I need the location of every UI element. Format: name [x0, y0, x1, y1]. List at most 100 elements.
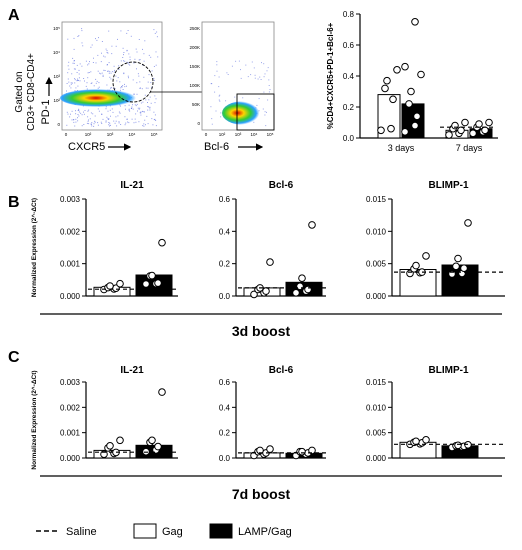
flow-event	[218, 76, 220, 78]
flow-event	[110, 87, 111, 89]
chart-title: IL-21	[120, 180, 144, 191]
flow-event	[102, 74, 104, 76]
pd1-axis-label: PD-1	[40, 99, 52, 124]
flow-event	[97, 54, 99, 56]
y-tick-label: 0.8	[343, 10, 355, 19]
flow-event	[134, 58, 136, 60]
flow-event	[147, 102, 148, 103]
chart-b-blimp1: 0.000 0.005 0.010 0.015 BLIMP-1	[366, 180, 505, 301]
flow-event	[77, 110, 79, 111]
chart-title: IL-21	[120, 365, 144, 376]
flow-event	[143, 53, 145, 55]
flow-event	[69, 85, 71, 87]
flow-event	[115, 116, 117, 118]
flow-event	[77, 36, 79, 37]
flow-event	[124, 83, 125, 85]
flow-plot2-y-tick: 0	[197, 121, 200, 126]
flow-event	[123, 54, 124, 56]
chart-c-blimp1: 0.000 0.005 0.010 0.015 BLIMP-1	[366, 365, 505, 463]
flow-plot2-x-tick: 0	[205, 132, 208, 137]
flow-event	[124, 124, 126, 126]
flow-event	[112, 87, 114, 89]
flow-event	[116, 80, 118, 82]
flow-event	[66, 90, 67, 92]
flow-event	[116, 125, 118, 127]
flow-event	[110, 115, 111, 117]
flow-event	[111, 71, 113, 73]
flow-event	[123, 73, 125, 75]
flow-event	[109, 122, 111, 124]
flow-event	[145, 87, 147, 89]
flow-event	[87, 116, 89, 118]
data-point	[250, 290, 258, 299]
flow-event	[108, 118, 110, 120]
data-point	[401, 62, 409, 71]
flow-event	[107, 52, 109, 54]
flow-event	[118, 65, 120, 67]
flow-event	[110, 124, 111, 126]
flow-event	[100, 121, 102, 123]
flow-plot-bcl6: 250K 200K 150K 100K 50K 0 0 10² 10³ 10⁴ 10⁵ Bcl-6	[189, 21, 275, 153]
flow-event	[87, 64, 89, 66]
flow-event	[156, 36, 158, 38]
flow-plot2-x-tick: 10⁴	[251, 132, 258, 137]
flow-event	[139, 87, 141, 89]
bcl6-axis-label: Bcl-6	[204, 141, 229, 153]
flow-event	[138, 121, 140, 123]
flow-event	[152, 124, 154, 126]
flow-event	[87, 72, 89, 74]
flow-event	[105, 108, 107, 110]
data-point	[158, 388, 166, 396]
flow-event	[94, 115, 96, 117]
flow-event	[95, 82, 97, 84]
flow-event	[70, 113, 71, 115]
data-point	[401, 128, 409, 136]
data-point	[412, 437, 420, 446]
flow-event	[78, 109, 80, 111]
flow-event	[144, 119, 146, 121]
flow-plot1-frame	[61, 21, 163, 131]
data-point	[412, 261, 420, 270]
flow-event	[154, 95, 156, 97]
flow-event	[90, 46, 92, 48]
flow-event	[95, 78, 97, 80]
flow-plot1-y-tick: 10³	[53, 74, 60, 79]
flow-event	[74, 125, 76, 127]
flow-event	[137, 73, 139, 75]
flow-event	[109, 125, 110, 127]
flow-event	[216, 64, 218, 66]
flow-event	[240, 77, 242, 79]
flow-event	[75, 87, 77, 89]
flow-event	[88, 123, 90, 125]
flow-event	[77, 114, 79, 115]
flow-event	[75, 113, 77, 115]
flow-event	[123, 72, 125, 74]
flow-event	[139, 81, 141, 83]
flow-event	[124, 86, 126, 88]
flow-event	[91, 125, 93, 127]
flow-event	[83, 111, 84, 113]
flow-plot1-x-tick: 10⁴	[129, 132, 136, 137]
data-point	[485, 118, 493, 127]
flow-event	[102, 118, 104, 120]
flow-event	[84, 80, 85, 82]
flow-event	[75, 121, 77, 123]
flow-event	[103, 55, 105, 57]
chart-title: BLIMP-1	[429, 365, 469, 376]
flow-event	[117, 38, 118, 40]
flow-event	[66, 124, 68, 126]
flow-event	[149, 96, 151, 98]
flow-event	[147, 109, 149, 111]
flow-event	[128, 108, 130, 110]
flow-event	[67, 78, 69, 80]
flow-event	[93, 125, 95, 127]
y-tick-label: 0.0	[219, 292, 231, 301]
flow-event	[128, 77, 129, 79]
flow-event	[251, 61, 253, 63]
flow-event	[215, 110, 217, 112]
data-point	[266, 445, 274, 453]
flow-event	[73, 119, 75, 121]
y-tick-label: 0.0	[343, 134, 355, 143]
flow-event	[149, 109, 151, 111]
flow-event	[71, 119, 73, 121]
